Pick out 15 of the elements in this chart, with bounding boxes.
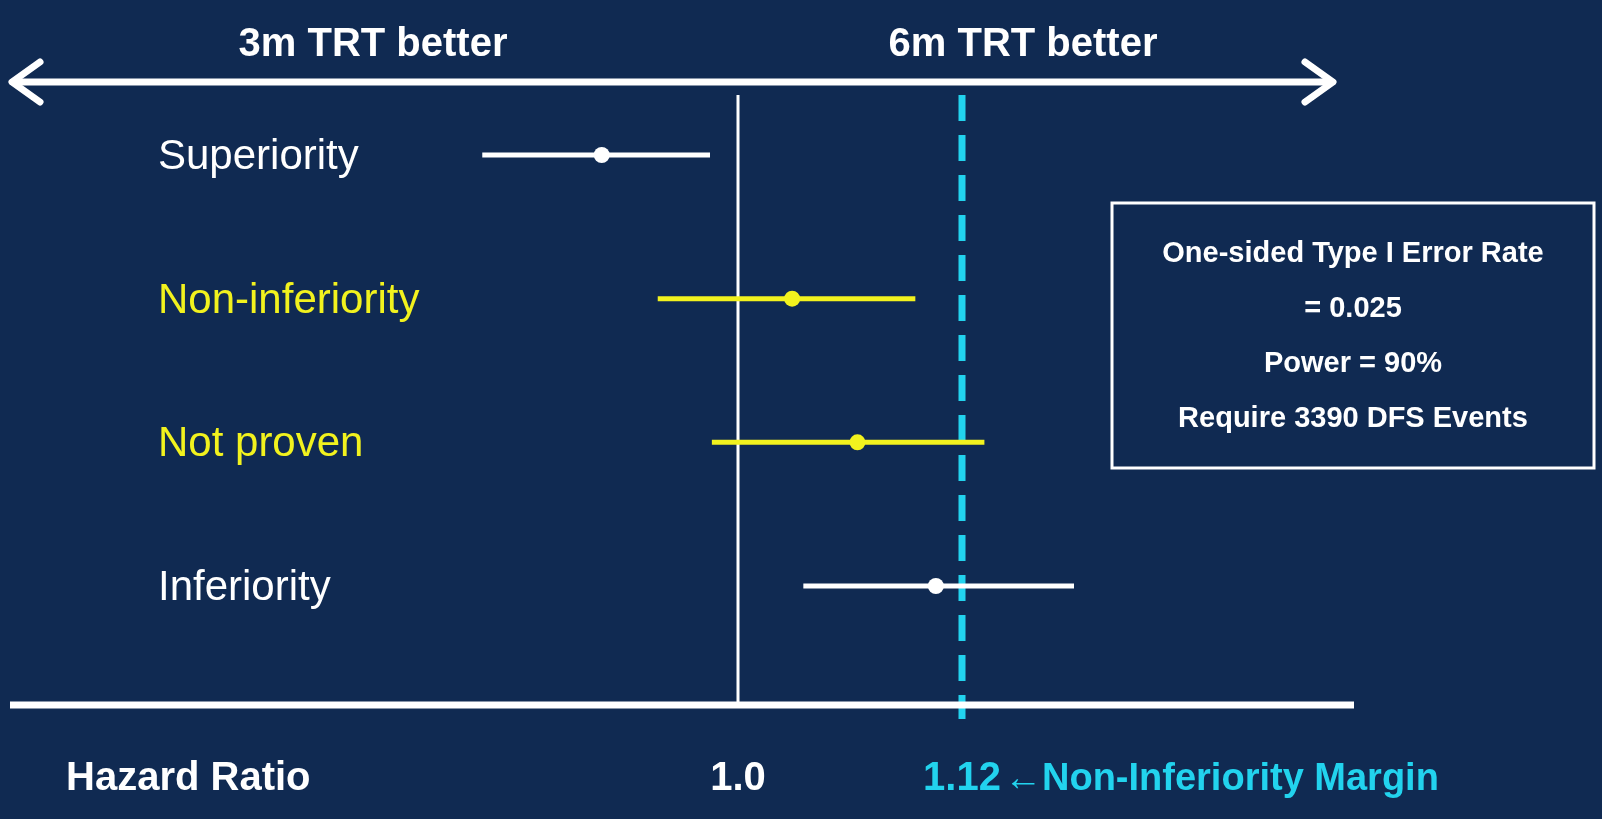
- x-tick-label: 1.12: [923, 754, 1001, 798]
- text: 3m TRT better: [238, 20, 508, 64]
- point: [927, 578, 944, 594]
- text: 6m TRT better: [888, 20, 1158, 64]
- x-tick-label: 1.0: [710, 754, 766, 798]
- y-tick-label: Superiority: [158, 131, 359, 178]
- y-tick-label: Non-inferiority: [158, 274, 420, 322]
- point: [849, 434, 866, 451]
- x-axis-title: Hazard Ratio: [66, 754, 311, 798]
- point: [784, 290, 801, 307]
- point: [593, 147, 610, 163]
- ref-line-label: ←Non-Inferiority Margin: [1004, 756, 1439, 798]
- y-tick-label: Inferiority: [158, 562, 331, 609]
- annotation: One-sided Type I Error Rate = 0.025 Power = 90% Require 3390 DFS Events: [1162, 236, 1544, 433]
- y-tick-label: Not proven: [158, 418, 364, 466]
